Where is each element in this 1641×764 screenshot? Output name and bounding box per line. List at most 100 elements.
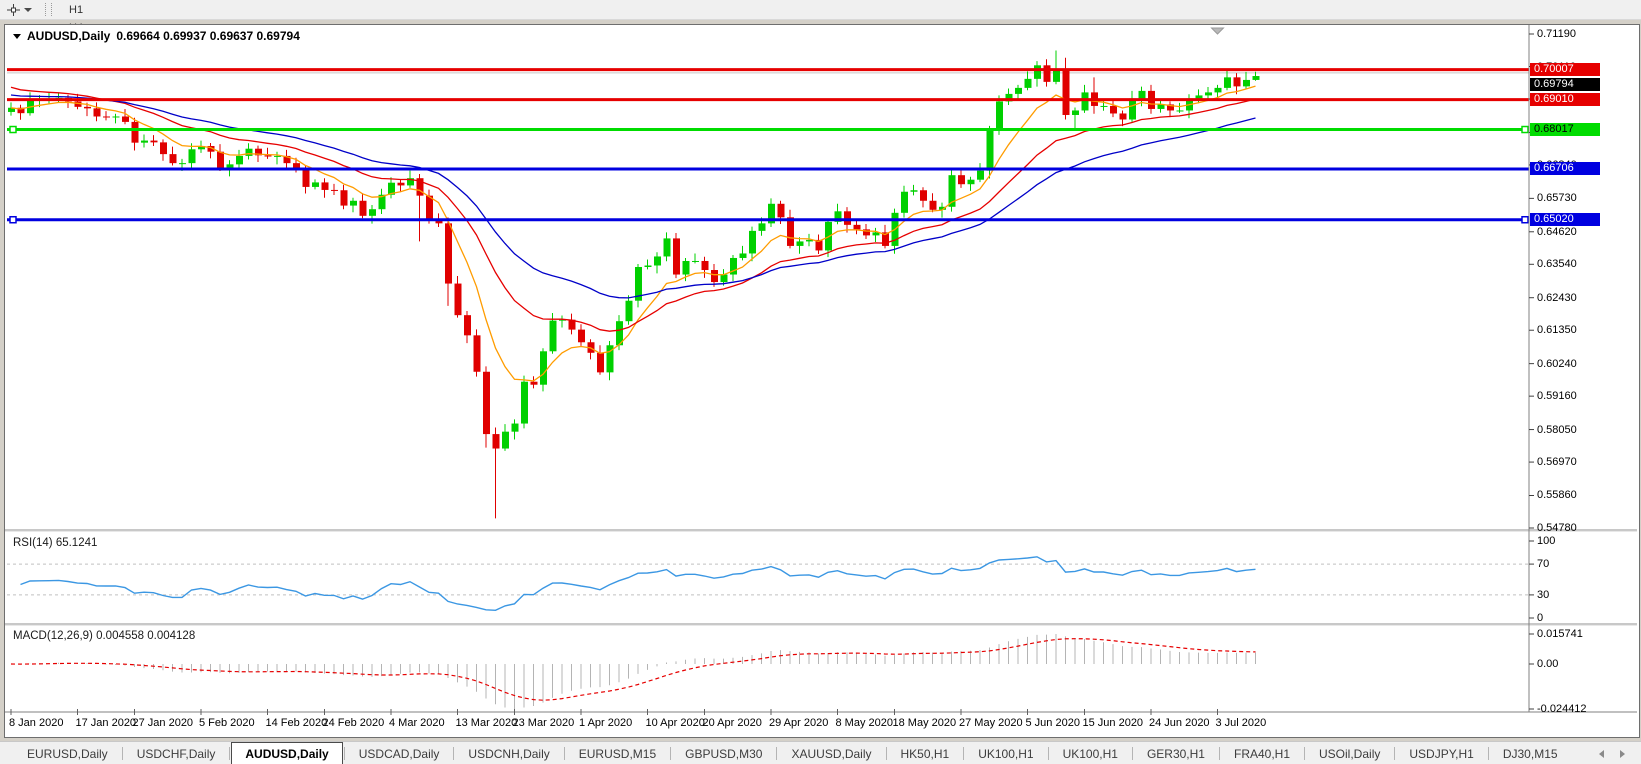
rsi-scale-tick: 30 — [1537, 589, 1627, 601]
chart-title-symbol: AUDUSD,Daily — [27, 29, 110, 43]
rsi-scale-tick: 0 — [1537, 612, 1627, 624]
chart-tab-USDCAD-Daily[interactable]: USDCAD,Daily — [346, 742, 453, 764]
chart-tabs: EURUSD,DailyUSDCHF,DailyAUDUSD,DailyUSDC… — [0, 742, 1571, 764]
candle-body — [844, 211, 851, 225]
candle-body — [1120, 113, 1127, 119]
candle-body — [1205, 92, 1212, 95]
tab-separator — [1304, 747, 1305, 760]
candle-body — [597, 353, 604, 373]
candle-body — [151, 141, 158, 143]
candle-body — [1234, 77, 1241, 86]
chart-tab-EURUSD-Daily[interactable]: EURUSD,Daily — [14, 742, 121, 764]
candle-body — [749, 231, 756, 254]
chart-title-ohlc: 0.69664 0.69937 0.69637 0.69794 — [116, 29, 300, 43]
candle-body — [170, 154, 177, 163]
chart-tab-USOil-Daily[interactable]: USOil,Daily — [1306, 742, 1393, 764]
candle-body — [1215, 88, 1222, 93]
price-scale-tick: 0.65730 — [1537, 192, 1627, 204]
date-axis-label: 24 Jun 2020 — [1149, 717, 1210, 729]
rsi-label: RSI(14) 65.1241 — [13, 537, 97, 549]
candle-body — [854, 225, 861, 230]
chart-tab-GER30-H1[interactable]: GER30,H1 — [1134, 742, 1218, 764]
candle-body — [369, 209, 376, 216]
hline-handle[interactable] — [10, 217, 16, 223]
chart-tab-USDCHF-Daily[interactable]: USDCHF,Daily — [124, 742, 229, 764]
date-axis-label: 14 Feb 2020 — [266, 717, 328, 729]
tab-separator — [229, 747, 230, 760]
date-axis-label: 8 May 2020 — [836, 717, 893, 729]
date-axis-label: 24 Feb 2020 — [323, 717, 385, 729]
hline-handle[interactable] — [1522, 217, 1528, 223]
candle-body — [901, 192, 908, 213]
tab-separator — [670, 747, 671, 760]
chart-tab-USDJPY-H1[interactable]: USDJPY,H1 — [1396, 742, 1486, 764]
candle-body — [1243, 80, 1250, 86]
candle-body — [103, 116, 110, 117]
candle-body — [721, 275, 728, 283]
tabs-scroll-left-icon[interactable] — [1599, 750, 1604, 758]
price-scale-tick: 0.61350 — [1537, 324, 1627, 336]
price-scale-tick: 0.60240 — [1537, 358, 1627, 370]
candle-body — [911, 190, 918, 192]
candle-body — [1196, 95, 1203, 98]
rsi-line — [21, 557, 1256, 611]
date-axis-label: 4 Mar 2020 — [389, 717, 445, 729]
chart-tab-FRA40-H1[interactable]: FRA40,H1 — [1221, 742, 1303, 764]
tabs-scroll-right-icon[interactable] — [1620, 750, 1625, 758]
tab-separator — [1219, 747, 1220, 760]
candle-body — [930, 201, 937, 210]
candle-body — [1044, 65, 1051, 82]
candle-body — [1253, 76, 1260, 80]
hline-price-badge: 0.68017 — [1530, 123, 1600, 136]
chart-tab-HK50-H1[interactable]: HK50,H1 — [888, 742, 963, 764]
dropdown-caret-icon[interactable] — [24, 8, 32, 12]
window-menu-icon[interactable] — [13, 34, 21, 39]
candle-body — [1053, 70, 1060, 82]
timeframe-button-H1[interactable]: H1 — [60, 1, 99, 19]
hline-handle[interactable] — [10, 127, 16, 133]
candle-body — [759, 223, 766, 231]
candle-body — [673, 238, 680, 274]
candle-body — [350, 201, 357, 206]
candle-body — [341, 190, 348, 205]
candle-body — [303, 169, 310, 187]
candle-body — [920, 190, 927, 201]
candle-body — [654, 256, 661, 265]
candle-body — [236, 156, 243, 164]
chart-tab-GBPUSD-M30[interactable]: GBPUSD,M30 — [672, 742, 775, 764]
chart-tab-XAUUSD-Daily[interactable]: XAUUSD,Daily — [778, 742, 884, 764]
chart-tab-UK100-H1[interactable]: UK100,H1 — [965, 742, 1046, 764]
rsi-scale-tick: 100 — [1537, 535, 1627, 547]
macd-scale-tick: 0.015741 — [1537, 628, 1627, 640]
cursor-tool-button[interactable] — [0, 0, 38, 19]
chart-tab-USDCNH-Daily[interactable]: USDCNH,Daily — [455, 742, 562, 764]
macd-label: MACD(12,26,9) 0.004558 0.004128 — [13, 630, 195, 642]
candle-body — [1025, 79, 1032, 88]
candle-body — [740, 253, 747, 258]
candle-body — [1224, 77, 1231, 88]
chart-tab-UK100-H1[interactable]: UK100,H1 — [1050, 742, 1131, 764]
candle-body — [1177, 110, 1184, 111]
candle-body — [1110, 106, 1117, 114]
chart-window: AUDUSD,Daily 0.69664 0.69937 0.69637 0.6… — [4, 24, 1640, 738]
chart-tab-AUDUSD-Daily[interactable]: AUDUSD,Daily — [231, 742, 342, 764]
tab-separator — [453, 747, 454, 760]
hline-handle[interactable] — [1522, 127, 1528, 133]
tab-separator — [1048, 747, 1049, 760]
chart-tab-DJ30-M15[interactable]: DJ30,M15 — [1490, 742, 1571, 764]
macd-scale-tick: -0.024412 — [1537, 703, 1627, 715]
date-axis-label: 5 Jun 2020 — [1026, 717, 1080, 729]
chart-canvas[interactable] — [5, 25, 1637, 735]
candle-body — [778, 204, 785, 218]
candle-body — [797, 241, 804, 246]
price-scale-tick: 0.56970 — [1537, 456, 1627, 468]
candle-body — [483, 372, 490, 434]
candle-body — [1034, 65, 1041, 79]
hline-price-badge: 0.70007 — [1530, 63, 1600, 76]
candle-body — [626, 301, 633, 321]
chart-shift-marker-icon[interactable] — [1212, 28, 1224, 34]
chart-tab-EURUSD-M15[interactable]: EURUSD,M15 — [566, 742, 669, 764]
tab-separator — [963, 747, 964, 760]
price-scale-tick: 0.55860 — [1537, 489, 1627, 501]
macd-scale-tick: 0.00 — [1537, 658, 1627, 670]
